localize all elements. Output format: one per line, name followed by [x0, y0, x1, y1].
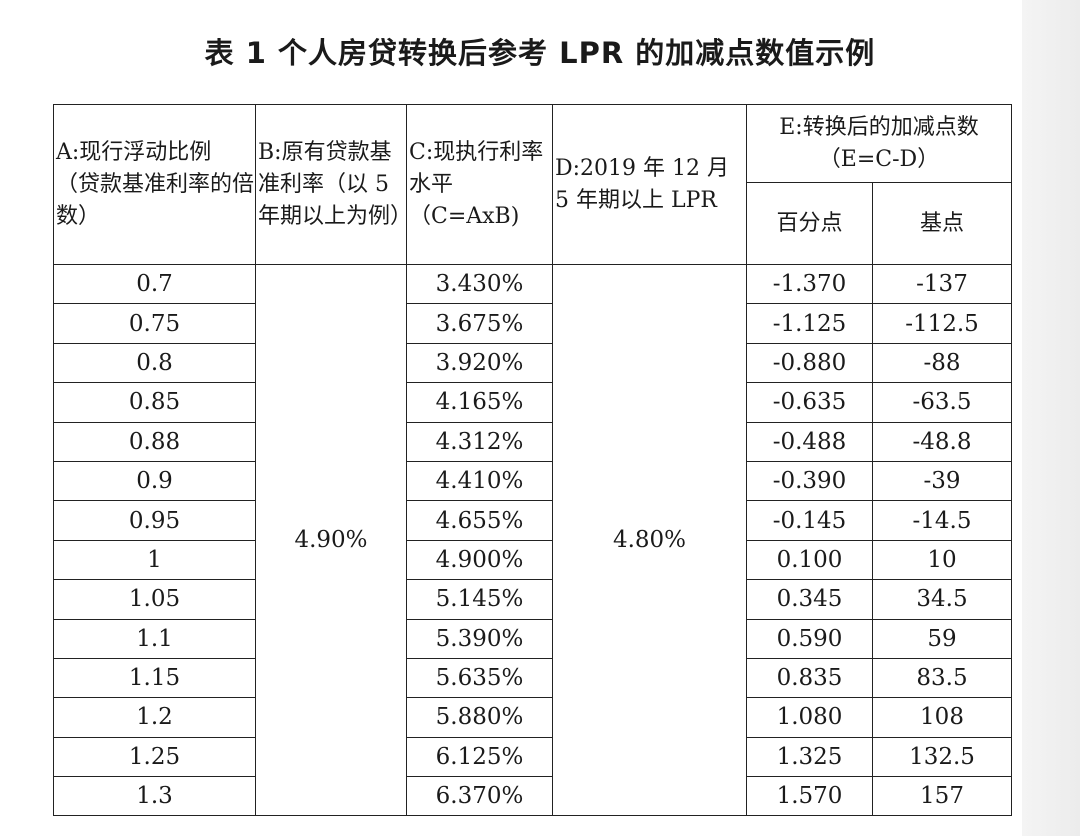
cell-a: 1.1	[53, 618, 256, 659]
table-title: 表 1 个人房贷转换后参考 LPR 的加减点数值示例	[204, 36, 876, 70]
cell-e-basis: -14.5	[872, 500, 1012, 541]
header-e-basis: 基点	[872, 182, 1012, 265]
table-row: 1.3 6.370% 1.570 157	[53, 776, 1012, 817]
cell-e-basis: -88	[872, 342, 1012, 384]
cell-c: 4.312%	[406, 421, 553, 462]
cell-e-basis: 59	[872, 618, 1012, 659]
table-row: 0.75 3.675% -1.125 -112.5	[53, 303, 1012, 344]
cell-c: 4.655%	[406, 500, 553, 541]
cell-e-percent: 0.590	[746, 618, 873, 659]
cell-c: 5.145%	[406, 579, 553, 620]
cell-e-percent: -0.145	[746, 500, 873, 541]
cell-e-percent: 0.345	[746, 579, 873, 620]
cell-e-basis: 132.5	[872, 736, 1012, 778]
cell-e-basis: 83.5	[872, 657, 1012, 699]
cell-c: 5.880%	[406, 697, 553, 738]
lpr-table: A:现行浮动比例（贷款基准利率的倍数） B:原有贷款基准利率（以 5 年期以上为…	[53, 104, 1012, 817]
cell-e-basis: 108	[872, 697, 1012, 738]
cell-e-percent: -1.370	[746, 263, 873, 305]
cell-a: 0.95	[53, 500, 256, 541]
table-row: 1.05 5.145% 0.345 34.5	[53, 579, 1012, 620]
cell-e-basis: -112.5	[872, 303, 1012, 344]
table-row: 0.88 4.312% -0.488 -48.8	[53, 421, 1012, 462]
cell-e-basis: -137	[872, 263, 1012, 305]
cell-e-basis: -63.5	[872, 382, 1012, 423]
cell-a: 0.88	[53, 421, 256, 462]
cell-e-basis: 34.5	[872, 579, 1012, 620]
cell-c: 6.125%	[406, 736, 553, 778]
cell-c: 4.900%	[406, 539, 553, 581]
table-row: 1.15 5.635% 0.835 83.5	[53, 657, 1012, 699]
cell-a: 0.75	[53, 303, 256, 344]
cell-d-merged: 4.80%	[552, 263, 747, 817]
cell-a: 1.25	[53, 736, 256, 778]
cell-e-percent: 1.325	[746, 736, 873, 778]
table-body: 0.7 4.90% 3.430% 4.80% -1.370 -137 0.75 3.675% -…	[53, 263, 1012, 817]
header-e: E:转换后的加减点数（E=C-D）	[746, 104, 1012, 183]
cell-e-percent: -0.880	[746, 342, 873, 384]
table-row: 0.85 4.165% -0.635 -63.5	[53, 382, 1012, 423]
table-row: 0.95 4.655% -0.145 -14.5	[53, 500, 1012, 541]
cell-e-percent: -0.635	[746, 382, 873, 423]
cell-a: 1.15	[53, 657, 256, 699]
cell-a: 0.8	[53, 342, 256, 384]
table-row: 0.8 3.920% -0.880 -88	[53, 342, 1012, 384]
cell-e-basis: 10	[872, 539, 1012, 581]
cell-a: 1.05	[53, 579, 256, 620]
cell-e-percent: -0.390	[746, 460, 873, 502]
header-a: A:现行浮动比例（贷款基准利率的倍数）	[53, 104, 256, 265]
cell-c: 4.410%	[406, 460, 553, 502]
table-row: 0.9 4.410% -0.390 -39	[53, 460, 1012, 502]
table-row: 1.1 5.390% 0.590 59	[53, 618, 1012, 659]
cell-c: 3.430%	[406, 263, 553, 305]
table-row: 1.2 5.880% 1.080 108	[53, 697, 1012, 738]
cell-a: 1.2	[53, 697, 256, 738]
cell-e-percent: 0.835	[746, 657, 873, 699]
table-row: 1.25 6.125% 1.325 132.5	[53, 736, 1012, 778]
cell-e-percent: 1.570	[746, 776, 873, 817]
table-row: 1 4.900% 0.100 10	[53, 539, 1012, 581]
cell-e-basis: -48.8	[872, 421, 1012, 462]
cell-b-merged: 4.90%	[255, 263, 407, 817]
cell-e-basis: -39	[872, 460, 1012, 502]
cell-a: 1.3	[53, 776, 256, 817]
header-e-percent: 百分点	[746, 182, 873, 265]
cell-c: 5.390%	[406, 618, 553, 659]
cell-a: 0.85	[53, 382, 256, 423]
header-d: D:2019 年 12 月 5 年期以上 LPR	[552, 104, 747, 265]
cell-a: 1	[53, 539, 256, 581]
cell-c: 4.165%	[406, 382, 553, 423]
cell-c: 3.920%	[406, 342, 553, 384]
cell-a: 0.7	[53, 263, 256, 305]
page-edge	[1022, 0, 1080, 836]
cell-e-percent: 0.100	[746, 539, 873, 581]
cell-e-percent: -0.488	[746, 421, 873, 462]
cell-c: 5.635%	[406, 657, 553, 699]
cell-e-percent: 1.080	[746, 697, 873, 738]
header-c: C:现执行利率水平（C=AxB)	[406, 104, 553, 265]
header-b: B:原有贷款基准利率（以 5 年期以上为例）	[255, 104, 407, 265]
cell-c: 6.370%	[406, 776, 553, 817]
table-row: 0.7 4.90% 3.430% 4.80% -1.370 -137	[53, 263, 1012, 817]
cell-e-basis: 157	[872, 776, 1012, 817]
cell-c: 3.675%	[406, 303, 553, 344]
cell-a: 0.9	[53, 460, 256, 502]
cell-e-percent: -1.125	[746, 303, 873, 344]
